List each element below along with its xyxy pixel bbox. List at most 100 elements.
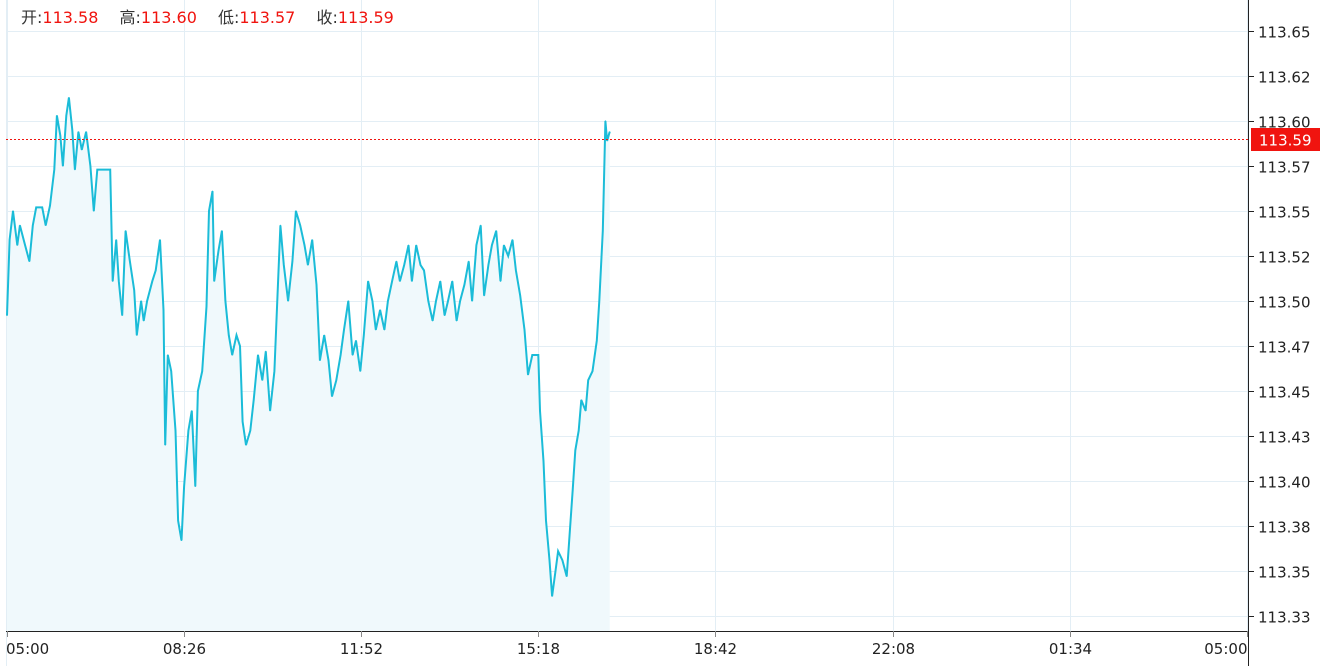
data-point	[143, 320, 145, 322]
data-point	[299, 224, 301, 226]
data-point	[197, 390, 199, 392]
x-tick-label: 15:18	[517, 640, 560, 658]
data-point	[459, 300, 461, 302]
data-point	[439, 280, 441, 282]
x-tick-label: 18:42	[694, 640, 737, 658]
data-point	[228, 334, 230, 336]
data-point	[221, 230, 223, 232]
data-point	[136, 334, 138, 336]
data-point	[71, 129, 73, 131]
x-tick-label: 01:34	[1049, 640, 1092, 658]
data-point	[585, 410, 587, 412]
data-point	[151, 280, 153, 282]
data-point	[49, 205, 51, 207]
data-point	[269, 410, 271, 412]
data-point	[352, 354, 354, 356]
data-point	[242, 421, 244, 423]
data-point	[121, 314, 123, 316]
data-point	[355, 340, 357, 342]
data-point	[554, 570, 557, 572]
data-point	[519, 295, 521, 297]
data-point	[495, 230, 497, 232]
data-point	[125, 230, 127, 232]
data-point	[395, 260, 397, 262]
data-point	[483, 295, 485, 297]
data-point	[327, 359, 330, 361]
data-point	[231, 354, 233, 356]
close-value: 113.59	[337, 8, 394, 27]
data-point	[118, 280, 120, 282]
data-point	[548, 559, 551, 561]
data-point	[468, 260, 470, 262]
data-point	[507, 255, 509, 257]
last-price-label: 113.59	[1259, 132, 1312, 150]
data-point	[205, 305, 208, 307]
data-point	[480, 224, 482, 226]
data-point	[249, 430, 251, 432]
data-point	[363, 334, 365, 336]
data-point	[447, 300, 449, 302]
y-tick-label: 113.47	[1258, 339, 1311, 357]
data-point	[335, 379, 337, 381]
data-point	[578, 430, 580, 432]
x-tick-label: 05:00	[1204, 640, 1247, 658]
data-point	[170, 370, 172, 372]
data-point	[387, 300, 389, 302]
data-point	[187, 430, 189, 432]
y-tick-label: 113.57	[1258, 159, 1311, 177]
y-tick-label: 113.55	[1258, 204, 1311, 222]
data-point	[115, 239, 117, 241]
data-point	[606, 140, 608, 142]
high-label: 高:	[119, 8, 141, 27]
data-point	[56, 115, 58, 117]
data-point	[471, 300, 473, 302]
data-point	[45, 224, 47, 226]
x-tick-label: 08:26	[163, 640, 206, 658]
data-point	[245, 444, 247, 446]
data-point	[74, 169, 76, 171]
data-point	[423, 269, 425, 271]
data-point	[162, 309, 165, 311]
data-point	[211, 190, 214, 192]
data-point	[399, 280, 401, 282]
y-tick-label: 113.40	[1258, 474, 1311, 492]
data-point	[213, 280, 215, 282]
data-point	[224, 300, 226, 302]
data-point	[371, 300, 373, 302]
data-point	[491, 244, 493, 246]
low-label: 低:	[217, 8, 240, 27]
data-point	[591, 370, 594, 372]
data-point	[191, 410, 193, 412]
y-tick-label: 113.33	[1258, 609, 1311, 627]
data-point	[375, 329, 377, 331]
data-point	[323, 334, 325, 336]
data-point	[239, 345, 241, 347]
y-tick-label: 113.43	[1258, 429, 1311, 447]
data-point	[475, 244, 477, 246]
data-point	[53, 169, 55, 171]
data-point	[515, 269, 517, 271]
y-tick-label: 113.52	[1258, 249, 1311, 267]
data-point	[77, 131, 79, 133]
low-value: 113.57	[239, 8, 296, 27]
data-point	[96, 169, 98, 171]
data-point	[415, 244, 417, 246]
data-point	[287, 300, 289, 302]
high-value: 113.60	[140, 8, 197, 27]
data-point	[539, 410, 541, 412]
data-point	[65, 115, 67, 117]
data-point	[89, 165, 91, 167]
data-point	[85, 131, 87, 133]
data-point	[201, 370, 203, 372]
data-point	[276, 309, 278, 311]
data-point	[523, 329, 526, 331]
data-point	[367, 280, 369, 282]
data-point	[167, 354, 169, 356]
data-point	[531, 354, 533, 356]
y-tick-label: 113.65	[1258, 24, 1311, 42]
data-point	[391, 280, 393, 282]
data-point	[41, 206, 43, 208]
data-point	[568, 539, 570, 542]
y-tick-label: 113.45	[1258, 384, 1311, 402]
